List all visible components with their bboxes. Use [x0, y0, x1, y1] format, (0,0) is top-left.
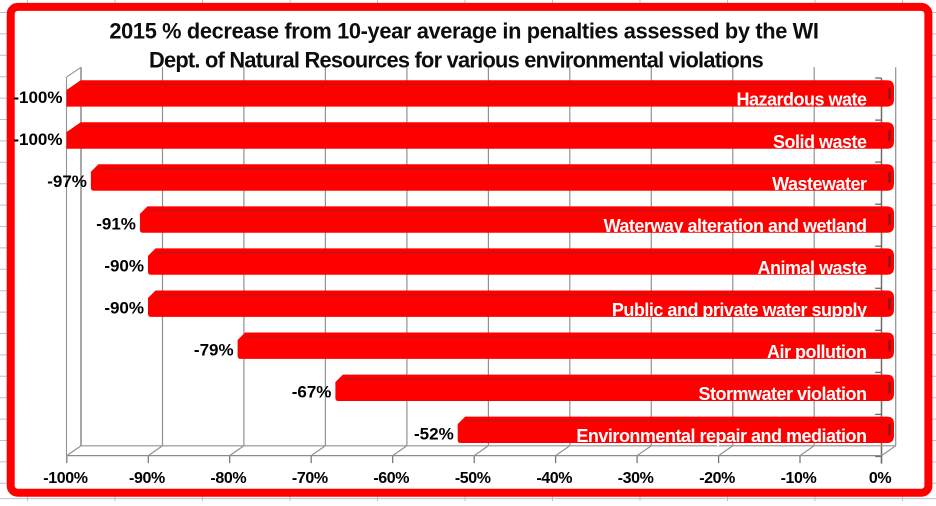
svg-text:-50%: -50%: [455, 470, 491, 487]
svg-text:Environmental repair and media: Environmental repair and mediation: [576, 426, 866, 446]
svg-text:Animal waste: Animal waste: [757, 258, 867, 278]
svg-text:-79%: -79%: [194, 340, 234, 359]
svg-text:Solid waste: Solid waste: [773, 132, 867, 152]
svg-text:Dept. of Natural Resources for: Dept. of Natural Resources for various e…: [149, 48, 764, 73]
svg-text:-90%: -90%: [104, 256, 144, 275]
svg-text:-100%: -100%: [13, 88, 62, 107]
svg-text:0%: 0%: [869, 470, 891, 487]
svg-text:-100%: -100%: [43, 470, 87, 487]
svg-text:-80%: -80%: [210, 470, 246, 487]
svg-text:-100%: -100%: [13, 130, 62, 149]
svg-text:-20%: -20%: [699, 470, 735, 487]
svg-text:Hazardous wate: Hazardous wate: [736, 90, 867, 110]
svg-text:-60%: -60%: [373, 470, 409, 487]
svg-text:-10%: -10%: [781, 470, 817, 487]
svg-text:-52%: -52%: [414, 425, 454, 444]
svg-text:-40%: -40%: [536, 470, 572, 487]
svg-text:-97%: -97%: [47, 172, 87, 191]
svg-text:2015 % decrease from 10-year a: 2015 % decrease from 10-year average in …: [109, 18, 818, 43]
svg-text:-70%: -70%: [292, 470, 328, 487]
svg-text:-90%: -90%: [129, 470, 165, 487]
svg-text:-30%: -30%: [618, 470, 654, 487]
svg-text:Stormwater violation: Stormwater violation: [698, 384, 866, 404]
svg-text:Wastewater: Wastewater: [772, 174, 867, 194]
svg-text:-90%: -90%: [104, 298, 144, 317]
svg-text:-91%: -91%: [96, 214, 136, 233]
svg-text:Air pollution: Air pollution: [767, 342, 866, 362]
svg-text:Public and private water suppl: Public and private water supply: [612, 300, 867, 320]
svg-text:-67%: -67%: [292, 383, 332, 402]
svg-text:Waterway alteration and wetlan: Waterway alteration and wetland: [604, 216, 867, 236]
